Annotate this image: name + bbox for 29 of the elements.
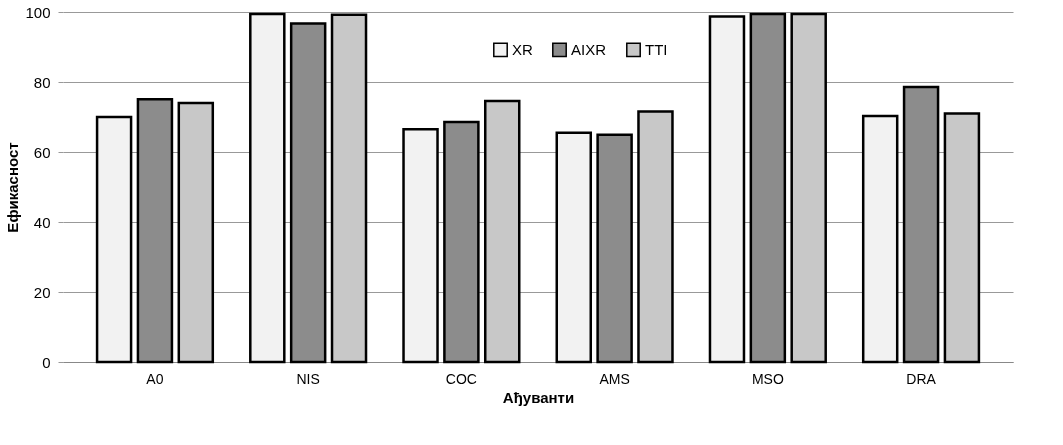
y-tick-label: 40: [33, 213, 51, 231]
bar: [637, 110, 674, 364]
bar: [249, 12, 286, 364]
bar: [484, 99, 521, 364]
y-tick-label: 80: [33, 73, 51, 91]
bar: [708, 15, 746, 364]
y-tick-label: 60: [33, 143, 51, 161]
legend-label: XR: [512, 40, 533, 58]
legend-label: AIXR: [571, 40, 607, 58]
bar: [402, 128, 439, 364]
bar: [790, 12, 827, 364]
y-axis-title: Ефикасност: [4, 142, 22, 233]
x-tick-label: MSO: [751, 370, 784, 387]
y-tick-label: 20: [33, 283, 51, 301]
bar: [95, 115, 133, 364]
bar: [861, 114, 899, 364]
y-tick-label: 0: [42, 353, 51, 371]
bar: [177, 101, 215, 364]
x-axis-title: Ађуванти: [502, 388, 575, 406]
y-tick-label: 100: [25, 3, 51, 21]
x-tick-label: A0: [146, 370, 164, 387]
legend-label: TTI: [645, 40, 668, 58]
bar: [943, 112, 981, 364]
bar: [330, 13, 368, 364]
x-tick-label: AMS: [599, 370, 630, 387]
bar: [555, 131, 592, 364]
x-tick-label: NIS: [296, 370, 320, 387]
x-tick-label: DRA: [906, 370, 937, 387]
x-tick-label: COC: [445, 370, 477, 387]
